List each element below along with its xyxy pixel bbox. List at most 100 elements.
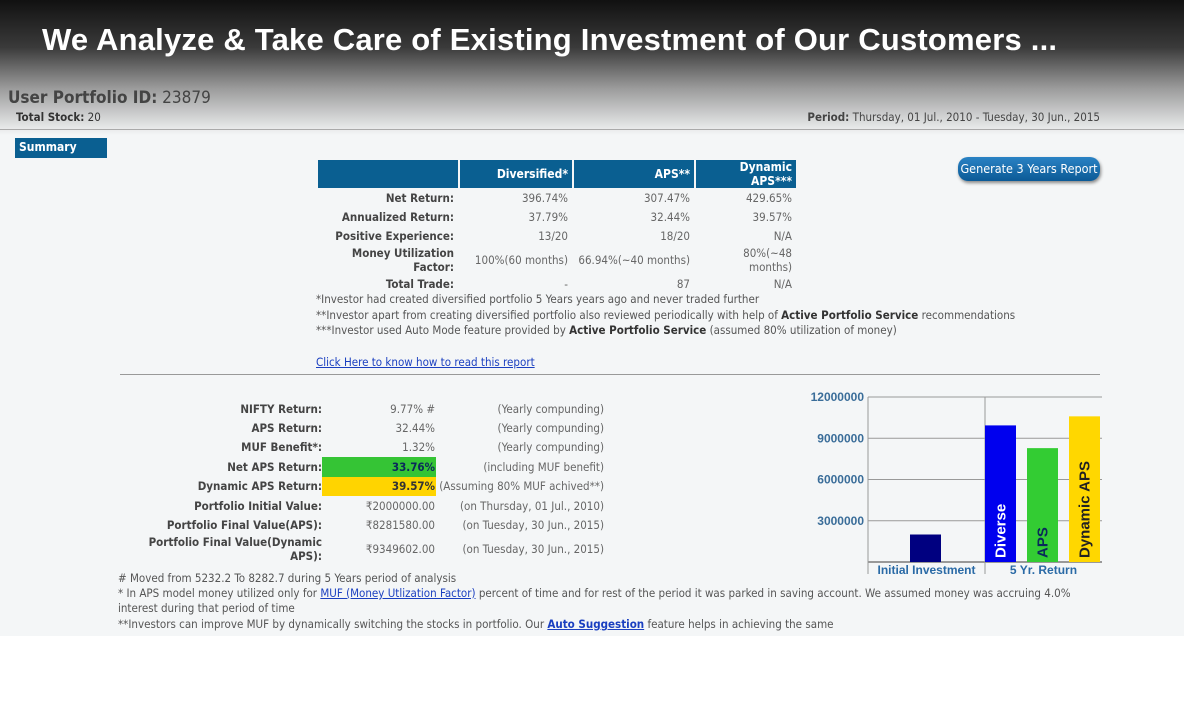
table-row: Net APS Return: 33.76% (including MUF bene… (118, 457, 606, 477)
row-label: Portfolio Initial Value: (194, 498, 322, 513)
note-dynamic-aps: ***Investor used Auto Mode feature provi… (316, 323, 897, 337)
bar-aps (1027, 448, 1058, 562)
table-row: Total Trade: - 87 N/A (318, 274, 796, 293)
row-label: Portfolio Final Value(Dynamic APS): (148, 534, 322, 563)
note-text: ***Investor used Auto Mode feature provi… (316, 323, 570, 337)
cell: 396.74% (521, 190, 568, 205)
divider (0, 129, 1184, 130)
returns-table: NIFTY Return: 9.77% # (Yearly compunding) … (118, 399, 606, 563)
muf-link[interactable]: MUF (Money Utlization Factor) (320, 586, 476, 600)
table-row: Portfolio Final Value(Dynamic APS): ₹9349… (118, 535, 606, 563)
table-row: Positive Experience: 13/20 18/20 N/A (318, 227, 796, 246)
row-desc: (on Tuesday, 30 Jun., 2015) (462, 541, 604, 556)
footnote-muf-cont: interest during that period of time (118, 601, 295, 615)
table-row: Portfolio Initial Value: ₹2000000.00 (on T… (118, 496, 606, 515)
cell: 87 (676, 276, 690, 291)
bar-diverse (985, 425, 1016, 562)
row-desc: (Yearly compunding) (497, 401, 604, 416)
footnote-muf: * In APS model money utilized only for M… (118, 586, 1071, 600)
row-desc: (on Tuesday, 30 Jun., 2015) (462, 518, 604, 533)
row-desc: (including MUF benefit) (483, 459, 604, 474)
row-label: Annualized Return: (341, 209, 454, 224)
note-bold: Active Portfolio Service (569, 323, 707, 337)
cell: 66.94%(~40 months) (578, 252, 690, 267)
note-text: feature helps in achieving the same (644, 617, 834, 631)
row-desc: (Yearly compunding) (497, 440, 604, 455)
cell: N/A (773, 276, 792, 291)
table-row: MUF Benefit*: 1.32% (Yearly compunding) (118, 438, 606, 457)
portfolio-id-value: 23879 (162, 88, 211, 108)
col-aps: APS** (574, 160, 694, 188)
cell: 100%(60 months) (474, 252, 568, 267)
table-row: Money Utilization Factor: 100%(60 months)… (318, 246, 796, 274)
row-value: ₹2000000.00 (365, 498, 435, 513)
portfolio-id: User Portfolio ID: 23879 (8, 88, 211, 108)
cell: 18/20 (660, 229, 690, 244)
banner-title: We Analyze & Take Care of Existing Inves… (42, 22, 1058, 57)
row-label: NIFTY Return: (240, 401, 322, 416)
returns-bar-chart: 3000000 6000000 9000000 12000000 Diverse APS D… (811, 390, 1102, 577)
row-label: APS Return: (251, 421, 322, 436)
bar-dynamic-aps (1069, 416, 1100, 562)
y-tick-label: 12000000 (811, 390, 865, 404)
y-tick-label: 9000000 (817, 431, 864, 445)
table-row: Annualized Return: 37.79% 32.44% 39.57% (318, 207, 796, 226)
help-link[interactable]: Click Here to know how to read this repo… (316, 355, 535, 369)
generate-3-years-report-button[interactable]: Generate 3 Years Report (958, 157, 1100, 181)
y-tick-label: 3000000 (817, 514, 864, 528)
net-aps-return-value: 33.76% (322, 457, 436, 477)
bar-initial-investment (910, 534, 941, 562)
cell: 429.65% (745, 190, 792, 205)
note-text: percent of time and for rest of the peri… (475, 586, 1071, 600)
cell: 32.44% (650, 209, 690, 224)
period: Period: Thursday, 01 Jul., 2010 - Tuesda… (807, 110, 1100, 124)
total-stock-value: 20 (87, 110, 101, 124)
cell: N/A (773, 229, 792, 244)
header-blank (318, 160, 458, 188)
note-text: recommendations (918, 308, 1016, 322)
note-diversified: *Investor had created diversified portfo… (316, 292, 760, 306)
table-row: Portfolio Final Value(APS): ₹8281580.00 (o… (118, 515, 606, 534)
total-stock-label: Total Stock: (16, 110, 85, 124)
summary-table: Diversified* APS** Dynamic APS*** Net Retu… (316, 160, 798, 293)
row-value: ₹9349602.00 (365, 541, 435, 556)
row-label: Positive Experience: (335, 229, 454, 244)
footnote-nifty: # Moved from 5232.2 To 8282.7 during 5 Y… (118, 571, 457, 585)
cell: 13/20 (538, 229, 568, 244)
note-text: * In APS model money utilized only for (118, 586, 321, 600)
category-label: Initial Investment (877, 563, 975, 577)
auto-suggestion-link[interactable]: Auto Suggestion (547, 617, 645, 631)
total-stock: Total Stock: 20 (16, 110, 101, 124)
row-label: Portfolio Final Value(APS): (166, 518, 322, 533)
category-label: 5 Yr. Return (1010, 563, 1077, 577)
row-label: Dynamic APS Return: (197, 479, 322, 494)
bar-label: Diverse (993, 504, 1010, 558)
y-tick-label: 6000000 (817, 473, 864, 487)
note-text: **Investors can improve MUF by dynamical… (118, 617, 548, 631)
table-row: Dynamic APS Return: 39.57% (Assuming 80% M… (118, 476, 606, 496)
table-row: APS Return: 32.44% (Yearly compunding) (118, 418, 606, 437)
row-value: 1.32% (402, 440, 435, 455)
row-desc: (on Thursday, 01 Jul., 2010) (459, 498, 604, 513)
note-bold: Active Portfolio Service (781, 308, 919, 322)
col-diversified: Diversified* (460, 160, 572, 188)
period-value: Thursday, 01 Jul., 2010 - Tuesday, 30 Ju… (852, 110, 1100, 124)
dynamic-aps-return-value: 39.57% (322, 476, 436, 496)
row-desc: (Assuming 80% MUF achived**) (439, 479, 604, 494)
cell: 37.79% (528, 209, 568, 224)
row-value: ₹8281580.00 (365, 518, 435, 533)
page: We Analyze & Take Care of Existing Inves… (0, 0, 1184, 636)
cell: - (564, 276, 568, 291)
summary-heading: Summary (15, 138, 107, 158)
row-label: Total Trade: (385, 276, 454, 291)
row-value: 32.44% (395, 421, 435, 436)
table-row: Net Return: 396.74% 307.47% 429.65% (318, 188, 796, 207)
row-label: MUF Benefit*: (241, 440, 322, 455)
cell: 39.57% (752, 209, 792, 224)
bar-label: Dynamic APS (1077, 461, 1094, 558)
period-label: Period: (807, 110, 850, 124)
row-value: 9.77% # (390, 401, 435, 416)
bar-label: APS (1035, 527, 1052, 558)
table-row: NIFTY Return: 9.77% # (Yearly compunding) (118, 399, 606, 418)
col-dynamic-aps: Dynamic APS*** (696, 160, 796, 188)
